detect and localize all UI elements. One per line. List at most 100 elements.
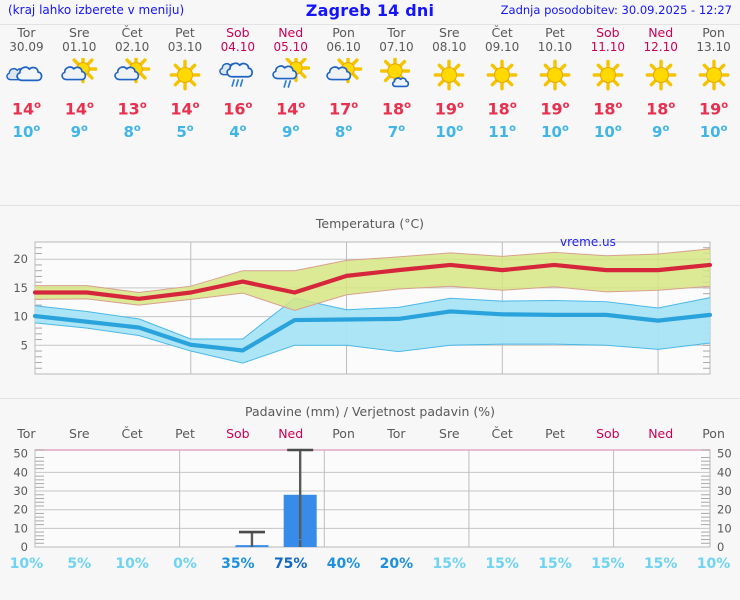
precipitation-day-label: Sre [69,426,90,441]
temp-min: 5o [176,123,194,142]
temp-max: 14o [276,99,306,119]
day-name: Tor [17,25,36,40]
day-name: Sob [596,25,620,40]
day-date: 08.10 [432,40,467,54]
day-date: 12.10 [643,40,678,54]
temp-max: 14o [64,99,94,119]
cloud-rain-icon [211,56,264,94]
sun-cloud-icon [53,56,106,94]
svg-text:20: 20 [13,503,28,517]
svg-text:10: 10 [13,310,28,324]
temp-max: 19o [434,99,464,119]
precipitation-day-label: Pon [702,426,725,441]
temp-max: 16o [223,99,253,119]
precipitation-title-row: Padavine (mm) / Verjetnost padavin (%) [0,404,740,438]
temp-min: 9o [70,123,88,142]
precipitation-probability: 15% [485,556,519,572]
forecast-day-column: Sob 11.10 18o 10o [581,26,634,142]
temp-min: 10o [435,123,464,142]
forecast-day-column: Čet 09.10 18o 11o [476,26,529,142]
precipitation-day-label: Tor [387,426,406,441]
day-date: 01.10 [62,40,97,54]
day-name: Pet [545,25,565,40]
precipitation-day-labels: Tor Sre Čet Pet Sob Ned Pon Tor Sre Čet Pet Sob Ned P… [0,426,740,460]
day-name: Ned [648,25,674,40]
svg-text:vreme.us: vreme.us [560,235,616,249]
precipitation-probability: 0% [173,556,197,572]
forecast-day-column: Čet 02.10 13o 8o [106,26,159,142]
day-name: Sre [439,25,460,40]
precipitation-day-label: Ned [278,426,304,441]
forecast-day-column: Sob 04.10 16o 4o [211,26,264,142]
header-divider [0,24,740,25]
temp-min: 11o [488,123,516,142]
page-title: Zagreb 14 dni [305,1,435,20]
svg-text:5: 5 [21,338,28,352]
forecast-day-column: Sre 01.10 14o 9o [53,26,106,142]
forecast-day-column: Pet 10.10 19o 10o [529,26,582,142]
forecast-day-column: Ned 05.10 14o 9o [264,26,317,142]
sunny-icon [159,56,212,94]
day-date: 02.10 [114,40,150,54]
forecast-day-column: Tor 30.09 14o 10o [0,26,53,142]
precipitation-day-label: Sre [439,426,460,441]
precipitation-probability: 15% [591,556,625,572]
day-date: 11.10 [590,40,626,54]
temp-max: 17o [328,99,359,119]
svg-text:Temperatura (°C): Temperatura (°C) [315,216,424,231]
temp-max: 19o [540,99,570,119]
precipitation-day-label: Čet [121,426,143,441]
temp-max: 18o [593,99,623,119]
day-date: 06.10 [326,40,361,54]
day-date: 04.10 [220,40,256,54]
precipitation-probability: 10% [115,556,149,572]
temp-max: 18o [381,99,411,119]
day-name: Čet [121,25,143,40]
sunny-icon [687,56,740,94]
temp-min: 4o [229,123,247,142]
day-date: 10.10 [537,40,573,54]
day-name: Pet [175,25,195,40]
day-date: 07.10 [379,40,414,54]
precipitation-chart: 0 0 10 10 20 20 30 30 40 40 50 50 [0,444,740,554]
day-name: Pon [332,25,355,40]
precipitation-probability: 10% [696,556,731,572]
sunny-icon [634,56,687,94]
precipitation-day-label: Tor [17,426,36,441]
precipitation-probability: 10% [9,556,44,572]
precipitation-probability: 35% [221,556,255,572]
sun-cloud-icon [106,56,159,94]
day-date: 13.10 [696,40,731,54]
day-name: Pon [702,25,725,40]
temp-min: 10o [12,123,41,142]
forecast-day-column: Pet 03.10 14o 5o [159,26,212,142]
svg-text:0: 0 [21,540,28,554]
precipitation-title: Padavine (mm) / Verjetnost padavin (%) [245,404,495,419]
precipitation-probability: 15% [538,556,572,572]
temp-min: 9o [652,123,670,142]
day-date: 30.09 [9,40,44,54]
day-name: Čet [491,25,513,40]
svg-text:15: 15 [13,281,28,295]
temp-max: 19o [698,99,729,119]
svg-text:0: 0 [717,540,724,554]
temp-min: 8o [334,123,353,142]
temp-min: 10o [699,123,728,142]
svg-text:10: 10 [717,521,732,535]
precipitation-probability: 20% [379,556,414,572]
svg-text:20: 20 [717,503,732,517]
last-update-text: Zadnja posodobitev: 30.09.2025 - 12:27 [500,3,732,17]
sunny-icon [529,56,582,94]
day-date: 03.10 [167,40,203,54]
precipitation-probability: 40% [326,556,361,572]
svg-text:50: 50 [13,447,28,461]
day-name: Sre [69,25,90,40]
precipitation-day-label: Sob [596,426,620,441]
temp-max: 13o [117,99,147,119]
temp-max: 18o [487,99,517,119]
temp-max: 18o [646,99,676,119]
precipitation-day-label: Pon [332,426,355,441]
temp-min: 9o [282,123,300,142]
forecast-day-column: Pon 13.10 19o 10o [687,26,740,142]
precipitation-day-label: Ned [648,426,674,441]
